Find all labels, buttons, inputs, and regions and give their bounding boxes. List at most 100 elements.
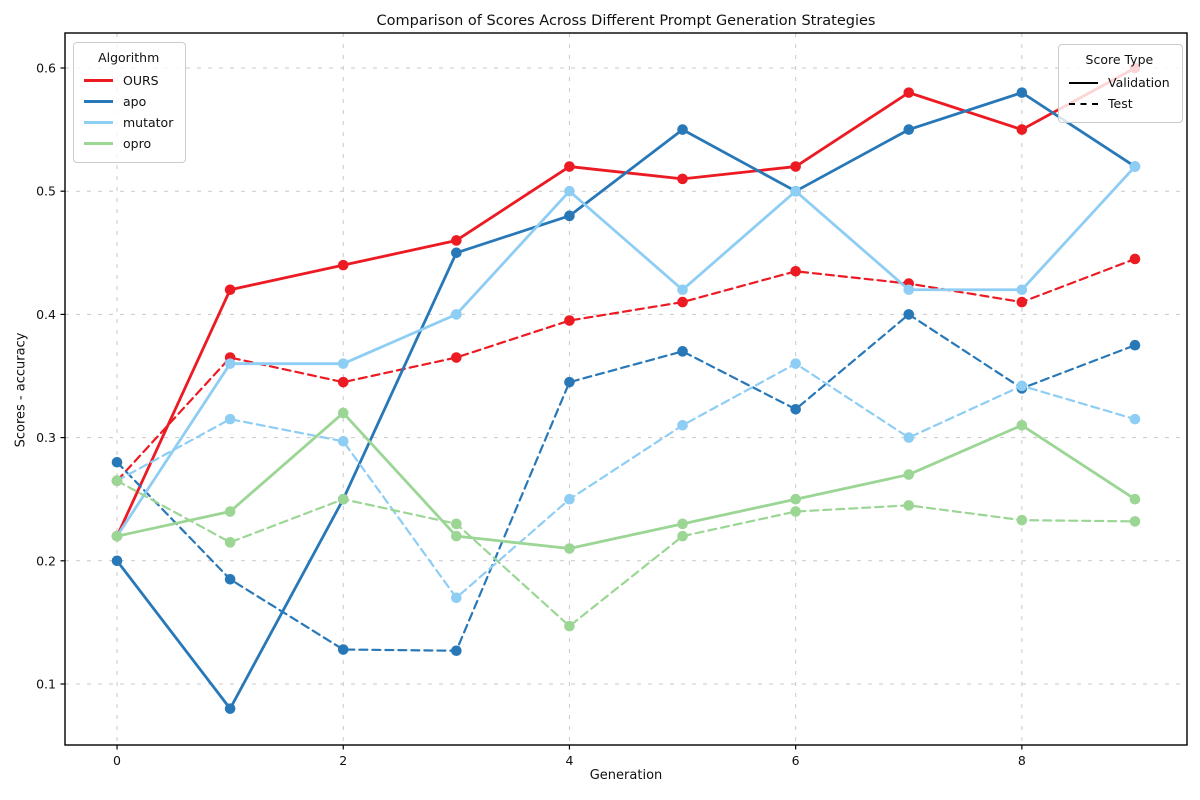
series-OURS-test-line <box>115 257 1137 482</box>
series-OURS-test-marker <box>337 376 349 388</box>
series-opro-validation-marker <box>224 506 236 517</box>
series-apo-test-marker <box>224 573 236 585</box>
series-OURS-test-marker <box>677 296 688 308</box>
legend-line-opro-icon <box>84 142 113 145</box>
legend-label-apo: apo <box>123 94 147 109</box>
legend-score-type-title: Score Type <box>1085 52 1154 67</box>
series-opro-validation-marker <box>1129 493 1141 505</box>
x-tick-label: 8 <box>1018 753 1026 768</box>
series-apo-validation-marker <box>564 210 575 222</box>
series-mutator-test-marker <box>451 592 462 604</box>
series-apo-test-marker <box>677 346 688 357</box>
legend-label-validation: Validation <box>1108 75 1170 90</box>
series-OURS-validation-marker <box>224 284 236 296</box>
series-opro-validation-marker <box>451 530 462 542</box>
y-tick-label: 0.3 <box>36 430 56 445</box>
series-opro-test-marker <box>564 620 575 632</box>
series-apo-test-marker <box>903 309 915 320</box>
series-OURS-validation-marker <box>564 161 575 172</box>
series-opro-test-marker <box>451 518 462 530</box>
series-OURS-test-marker <box>1016 296 1028 308</box>
series-mutator-test-marker <box>337 436 349 447</box>
legend-algorithm-title: Algorithm <box>98 50 160 65</box>
series-opro-validation-marker <box>564 543 575 554</box>
series-mutator-validation-line <box>115 165 1137 538</box>
legend-item-opro: opro <box>84 133 173 154</box>
x-tick-label: 6 <box>792 753 800 768</box>
series-apo-validation-marker <box>111 555 123 567</box>
series-mutator-test-line <box>115 362 1137 599</box>
chart-title: Comparison of Scores Across Different Pr… <box>376 13 876 29</box>
x-axis-label: Generation <box>589 768 663 783</box>
series-OURS-validation-line <box>115 66 1137 538</box>
series-apo-validation-line <box>115 91 1137 711</box>
series-apo-test-marker <box>111 456 123 468</box>
legend-line-ours-icon <box>84 79 113 82</box>
series-opro-test-marker <box>903 500 915 511</box>
series-opro-validation-marker <box>1016 419 1028 431</box>
series-mutator-validation-marker <box>790 185 801 197</box>
legend-label-mutator: mutator <box>123 115 174 130</box>
series-mutator-validation-marker <box>451 309 462 320</box>
series-opro-test-marker <box>677 530 688 542</box>
series-mutator-test-marker <box>903 432 915 443</box>
series-apo-validation-marker <box>903 124 915 135</box>
legend-label-test: Test <box>1108 96 1133 111</box>
series-apo-validation-marker <box>1016 87 1028 98</box>
legend-item-validation: Validation <box>1069 72 1170 93</box>
series-opro-test-marker <box>337 493 349 505</box>
series-mutator-validation-marker <box>1129 161 1141 172</box>
series-mutator-validation-marker <box>337 358 349 369</box>
series-mutator-validation-marker <box>564 185 575 197</box>
series-mutator-validation-marker <box>1016 284 1028 296</box>
series-opro-validation-marker <box>337 407 349 419</box>
series-OURS-validation-marker <box>677 173 688 185</box>
series-mutator-validation-marker <box>903 284 915 296</box>
y-tick-label: 0.2 <box>36 553 56 568</box>
x-tick-label: 0 <box>113 753 121 768</box>
legend-item-mutator: mutator <box>84 112 173 133</box>
legend-label-opro: opro <box>123 136 152 151</box>
series-apo-test-marker <box>451 645 462 657</box>
series-opro-test-marker <box>224 537 236 548</box>
series-OURS-test-marker <box>564 315 575 326</box>
series-apo-test-marker <box>1129 339 1141 351</box>
series-OURS-validation-marker <box>451 235 462 246</box>
series-mutator-test-marker <box>564 493 575 505</box>
series-OURS-validation-marker <box>790 161 801 172</box>
series-opro-validation-marker <box>790 493 801 505</box>
series-apo-test-marker <box>790 403 801 415</box>
series-apo-validation-marker <box>224 703 236 714</box>
series-opro-validation-line <box>115 411 1137 550</box>
series-opro-validation-marker <box>111 530 123 542</box>
series-OURS-test-marker <box>1129 253 1141 265</box>
series-mutator-test-marker <box>224 413 236 425</box>
series-opro-test-line <box>115 479 1137 628</box>
legend-score-type: Score Type Validation Test <box>1058 44 1183 123</box>
series-opro-test-marker <box>111 475 123 487</box>
series-mutator-test-marker <box>1016 380 1028 392</box>
y-tick-label: 0.4 <box>36 307 56 322</box>
series-mutator-validation-marker <box>224 358 236 369</box>
series-mutator-test-marker <box>1129 413 1141 425</box>
series-mutator-test-marker <box>790 358 801 369</box>
series-opro-validation-marker <box>903 469 915 480</box>
legend-item-apo: apo <box>84 91 173 112</box>
series-opro-test-marker <box>1129 516 1141 527</box>
y-tick-label: 0.1 <box>36 677 56 692</box>
axes-frame <box>64 32 1188 746</box>
series-apo-test-line <box>115 313 1137 652</box>
series-mutator-validation-marker <box>677 284 688 296</box>
series-apo-test-marker <box>564 376 575 388</box>
series-OURS-validation-marker <box>337 259 349 271</box>
series-apo-validation-marker <box>677 124 688 135</box>
legend-label-ours: OURS <box>123 73 159 88</box>
legend-item-ours: OURS <box>84 70 173 91</box>
y-tick-label: 0.6 <box>36 60 56 75</box>
series-mutator-test-marker <box>677 419 688 431</box>
y-axis-label: Scores - accuracy <box>13 332 29 448</box>
legend-solid-line-icon <box>1069 81 1098 84</box>
series-OURS-validation-marker <box>903 87 915 98</box>
